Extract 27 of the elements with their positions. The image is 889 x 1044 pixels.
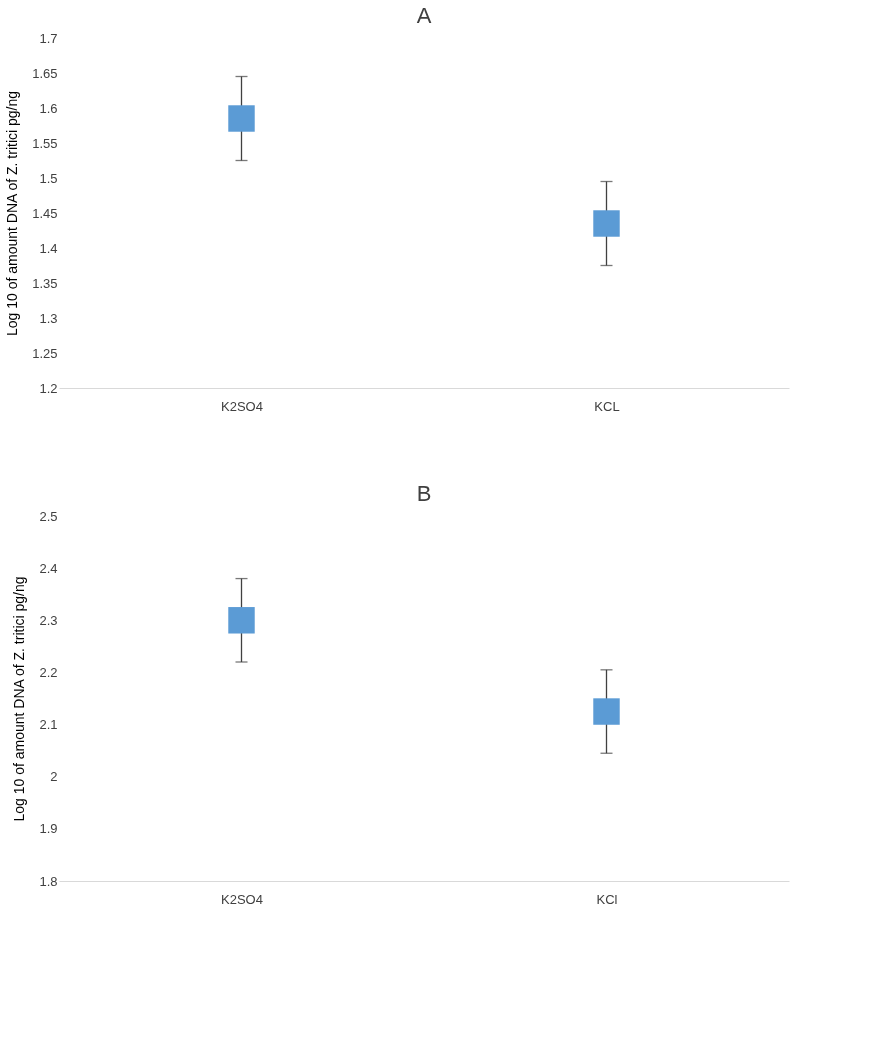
y-tick-label: 1.65	[32, 65, 58, 81]
y-tick-label: 1.25	[32, 345, 58, 361]
y-tick-label: 2.1	[39, 717, 58, 733]
y-tick-label: 1.55	[32, 135, 58, 151]
y-tick-label: 1.8	[39, 873, 58, 889]
y-axis-title: Log 10 of amount DNA of Z. tritici pg/ng	[11, 576, 28, 822]
y-tick-label: 1.7	[39, 30, 58, 46]
x-tick-label: K2SO4	[221, 398, 263, 414]
y-tick-label: 1.45	[32, 205, 58, 221]
y-tick-label: 2	[50, 769, 58, 785]
x-tick-label: K2SO4	[221, 891, 263, 907]
y-tick-label: 1.5	[39, 170, 58, 186]
y-tick-label: 2.4	[39, 560, 58, 576]
y-axis-title: Log 10 of amount DNA of Z. tritici pg/ng	[4, 90, 21, 337]
y-tick-label: 2.3	[39, 612, 58, 628]
y-tick-label: 1.9	[39, 821, 58, 837]
chart-title: B	[416, 481, 432, 506]
y-tick-label: 1.4	[39, 240, 58, 256]
y-tick-label: 1.3	[39, 310, 58, 326]
y-tick-label: 1.6	[39, 100, 58, 116]
x-tick-label: KCl	[596, 891, 618, 907]
y-tick-label: 1.2	[39, 380, 58, 396]
x-tick-label: KCL	[594, 398, 620, 414]
y-tick-label: 1.35	[32, 275, 58, 291]
y-tick-label: 2.2	[39, 664, 58, 680]
y-tick-label: 2.5	[39, 508, 58, 524]
chart-title: A	[416, 3, 432, 28]
